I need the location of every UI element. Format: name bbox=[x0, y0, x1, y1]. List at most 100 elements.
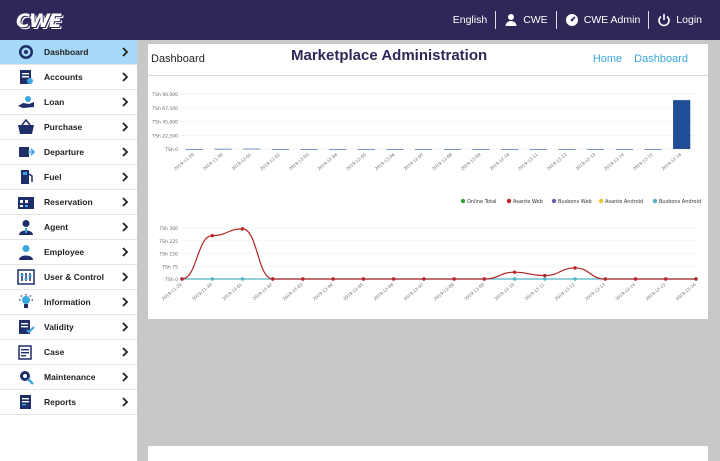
sidebar-item-label: Departure bbox=[44, 147, 85, 157]
bar bbox=[558, 149, 576, 150]
top-bar: CWE English CWE CWE Admin Login bbox=[0, 0, 720, 40]
data-point bbox=[271, 277, 275, 281]
data-point bbox=[391, 277, 396, 281]
divider bbox=[555, 11, 557, 29]
sidebar-item-validity[interactable]: Validity bbox=[0, 315, 137, 340]
legend-marker bbox=[652, 198, 658, 204]
maintenance-icon bbox=[20, 371, 34, 385]
bar bbox=[300, 149, 318, 150]
x-tick-label: 2019-11-30 bbox=[202, 152, 224, 172]
user-control-icon bbox=[17, 269, 35, 285]
sidebar-item-label: Case bbox=[44, 347, 65, 357]
bar bbox=[357, 149, 375, 150]
x-tick-label: 2019-11-29 bbox=[173, 152, 195, 172]
x-tick-label: 2019-12-02 bbox=[251, 282, 273, 302]
sidebar-item-employee[interactable]: Employee bbox=[0, 240, 137, 265]
y-tick-label: TSh 0 bbox=[164, 277, 178, 283]
x-tick-label: 2019-12-11 bbox=[524, 282, 546, 302]
admin-label: CWE Admin bbox=[583, 14, 641, 26]
sidebar-item-case[interactable]: Case bbox=[0, 340, 137, 365]
x-tick-label: 2019-12-01 bbox=[230, 152, 252, 172]
breadcrumb-dashboard-link[interactable]: Dashboard bbox=[634, 53, 688, 65]
divider bbox=[648, 11, 650, 29]
breadcrumb-home-link[interactable]: Home bbox=[592, 53, 623, 65]
sidebar-item-label: Fuel bbox=[44, 172, 62, 182]
agent-icon bbox=[19, 220, 33, 235]
x-tick-label: 2019-12-13 bbox=[574, 152, 596, 172]
sidebar-item-loan[interactable]: Loan bbox=[0, 90, 137, 115]
bar bbox=[271, 149, 289, 150]
bar bbox=[644, 149, 662, 150]
information-icon bbox=[19, 294, 33, 308]
chevron-right-icon bbox=[122, 122, 129, 132]
legend-label: Asante Web bbox=[513, 199, 543, 205]
x-tick-label: 2019-12-16 bbox=[660, 152, 682, 172]
chevron-right-icon bbox=[122, 97, 129, 107]
bar bbox=[415, 149, 433, 150]
x-tick-label: 2019-12-02 bbox=[259, 152, 281, 172]
chevron-right-icon bbox=[122, 322, 129, 332]
chevron-right-icon bbox=[122, 47, 129, 57]
y-tick-label: TSh 67,500 bbox=[151, 106, 178, 112]
sidebar-item-fuel[interactable]: Fuel bbox=[0, 165, 137, 190]
sidebar-item-accounts[interactable]: Accounts bbox=[0, 65, 137, 90]
data-point bbox=[694, 277, 698, 281]
series-line bbox=[181, 228, 696, 280]
sidebar-item-label: Accounts bbox=[44, 72, 83, 82]
x-tick-label: 2019-12-05 bbox=[342, 282, 364, 302]
reports-icon bbox=[20, 395, 31, 409]
departure-icon bbox=[19, 147, 35, 157]
x-tick-label: 2019-11-29 bbox=[161, 282, 183, 302]
bar bbox=[615, 149, 633, 150]
accounts-icon bbox=[20, 70, 33, 84]
sidebar-item-information[interactable]: Information bbox=[0, 290, 137, 315]
user-menu[interactable]: CWE bbox=[496, 11, 556, 29]
x-tick-label: 2019-12-12 bbox=[546, 152, 568, 172]
data-point bbox=[210, 277, 214, 281]
sidebar-item-reservation[interactable]: Reservation bbox=[0, 190, 137, 215]
data-point bbox=[240, 277, 245, 281]
login-button[interactable]: Login bbox=[649, 11, 710, 29]
bar bbox=[214, 148, 232, 150]
x-tick-label: 2019-12-09 bbox=[460, 152, 482, 172]
bar bbox=[529, 149, 547, 150]
sidebar-item-dashboard[interactable]: Dashboard bbox=[0, 40, 137, 65]
data-point bbox=[240, 227, 245, 231]
x-tick-label: 2019-12-07 bbox=[402, 152, 424, 172]
sidebar-item-agent[interactable]: Agent bbox=[0, 215, 137, 240]
x-tick-label: 2019-12-05 bbox=[345, 152, 367, 172]
data-point bbox=[301, 277, 305, 281]
x-tick-label: 2019-12-08 bbox=[431, 152, 453, 172]
sidebar-item-maintenance[interactable]: Maintenance bbox=[0, 365, 137, 390]
legend-marker bbox=[598, 198, 604, 204]
sidebar-item-user-control[interactable]: User & Control bbox=[0, 265, 137, 290]
login-label: Login bbox=[676, 14, 702, 26]
chevron-right-icon bbox=[122, 297, 129, 307]
x-tick-label: 2019-12-09 bbox=[463, 282, 485, 302]
sidebar-item-purchase[interactable]: Purchase bbox=[0, 115, 137, 140]
logo[interactable]: CWE bbox=[16, 10, 62, 32]
legend-marker bbox=[551, 198, 557, 204]
bar bbox=[185, 149, 203, 150]
admin-menu[interactable]: CWE Admin bbox=[557, 11, 649, 29]
y-tick-label: TSh 150 bbox=[159, 252, 179, 258]
data-point bbox=[210, 233, 214, 238]
sidebar-item-reports[interactable]: Reports bbox=[0, 390, 137, 415]
y-tick-label: TSh 225 bbox=[159, 239, 179, 245]
x-tick-label: 2019-12-14 bbox=[603, 152, 625, 172]
language-selector[interactable]: English bbox=[445, 11, 495, 29]
legend-label: Busbons Web bbox=[558, 199, 592, 205]
user-label: CWE bbox=[523, 14, 548, 26]
x-tick-label: 2019-12-06 bbox=[374, 152, 396, 172]
chevron-right-icon bbox=[122, 397, 129, 407]
chevron-right-icon bbox=[122, 72, 129, 82]
data-point bbox=[543, 277, 547, 281]
x-tick-label: 2019-12-10 bbox=[493, 282, 515, 302]
sidebar-item-departure[interactable]: Departure bbox=[0, 140, 137, 165]
data-point bbox=[664, 277, 668, 281]
y-tick-label: TSh 75 bbox=[161, 264, 178, 270]
sidebar-item-label: Reservation bbox=[44, 197, 93, 207]
sidebar-item-label: Employee bbox=[44, 247, 85, 257]
sidebar-item-label: Reports bbox=[44, 397, 77, 407]
